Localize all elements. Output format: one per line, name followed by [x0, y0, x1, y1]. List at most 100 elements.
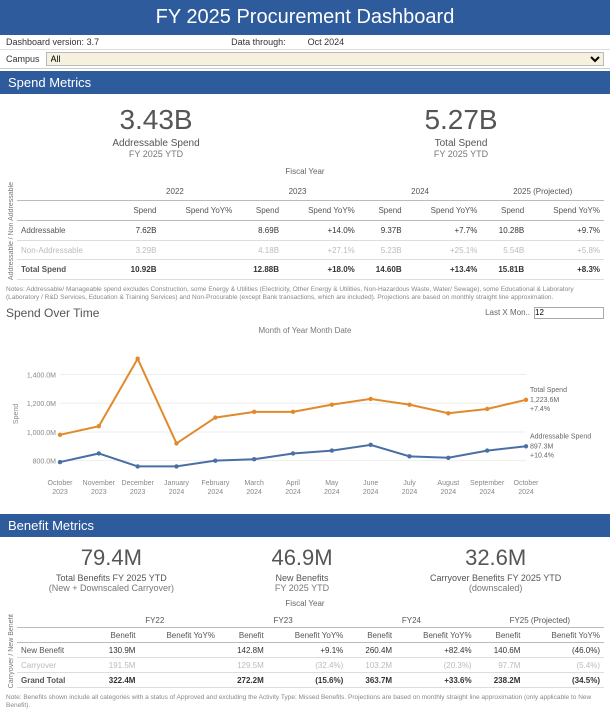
svg-text:July: July [403, 480, 416, 487]
kpi-sublabel: (downscaled) [430, 583, 561, 593]
table-cell: (34.5%) [524, 673, 604, 688]
kpi-sublabel: FY 2025 YTD [271, 583, 332, 593]
svg-text:2023: 2023 [52, 489, 68, 496]
svg-text:2024: 2024 [285, 489, 301, 496]
kpi-value: 32.6M [430, 545, 561, 571]
page-title: FY 2025 Procurement Dashboard [0, 0, 610, 35]
table-cell: 10.92B [114, 260, 161, 280]
table-row: Carryover191.5M129.5M(32.4%)103.2M(20.3%… [17, 658, 604, 673]
table-cell: +13.4% [406, 260, 482, 280]
table-sub-header: Benefit [347, 628, 396, 643]
campus-label: Campus [6, 54, 40, 64]
table-year-header: FY22 [91, 614, 219, 628]
spend-metrics-header: Spend Metrics [0, 71, 610, 94]
table-sub-header: Benefit YoY% [396, 628, 476, 643]
table-sub-header: Spend [481, 201, 528, 221]
table-sub-header: Spend [114, 201, 161, 221]
table-cell: 272.2M [219, 673, 268, 688]
table-cell: +8.3% [528, 260, 604, 280]
table-cell: +14.0% [283, 221, 359, 241]
table-cell: 363.7M [347, 673, 396, 688]
table-sub-header: Benefit YoY% [139, 628, 219, 643]
svg-text:+7.4%: +7.4% [530, 405, 550, 412]
svg-text:2024: 2024 [246, 489, 262, 496]
spend-fy-super: Fiscal Year [0, 165, 610, 178]
table-sub-header: Spend YoY% [283, 201, 359, 221]
table-cell: +9.1% [268, 643, 348, 658]
table-cell: +82.4% [396, 643, 476, 658]
table-cell: 14.60B [359, 260, 406, 280]
spend-note: Notes: Addressable/ Manageable spend exc… [0, 284, 610, 304]
svg-text:2023: 2023 [91, 489, 107, 496]
table-cell: 3.29B [114, 240, 161, 260]
table-cell [160, 240, 236, 260]
table-year-header: 2023 [236, 182, 359, 201]
table-sub-header: Benefit [476, 628, 525, 643]
table-cell: (15.6%) [268, 673, 348, 688]
row-label: Carryover [17, 658, 91, 673]
table-cell: 12.88B [236, 260, 283, 280]
table-sub-header: Spend [359, 201, 406, 221]
svg-text:2024: 2024 [363, 489, 379, 496]
table-row: Total Spend10.92B 12.88B+18.0%14.60B+13.4… [17, 260, 604, 280]
table-cell: 191.5M [91, 658, 140, 673]
chart-header-row: Spend Over Time Last X Mon.. [0, 304, 610, 322]
table-cell: 5.23B [359, 240, 406, 260]
svg-text:897.3M: 897.3M [530, 443, 554, 450]
table-cell: +9.7% [528, 221, 604, 241]
svg-text:2023: 2023 [130, 489, 146, 496]
table-year-header: 2022 [114, 182, 237, 201]
table-cell: +7.7% [406, 221, 482, 241]
kpi-sublabel: FY 2025 YTD [424, 149, 497, 159]
spend-side-label: Addressable / Non Addressable [6, 178, 17, 284]
svg-text:December: December [122, 480, 155, 487]
svg-text:May: May [325, 480, 339, 487]
svg-text:2024: 2024 [402, 489, 418, 496]
kpi-value: 3.43B [112, 104, 199, 136]
table-cell: +18.0% [283, 260, 359, 280]
svg-text:February: February [201, 480, 230, 487]
row-label: Total Spend [17, 260, 114, 280]
table-row: New Benefit130.9M142.8M+9.1%260.4M+82.4%… [17, 643, 604, 658]
svg-text:October: October [48, 480, 74, 487]
kpi-value: 5.27B [424, 104, 497, 136]
kpi-sublabel: (New + Downscaled Carryover) [49, 583, 174, 593]
row-label: New Benefit [17, 643, 91, 658]
table-cell [139, 658, 219, 673]
table-row: Non-Addressable3.29B4.18B+27.1%5.23B+25.… [17, 240, 604, 260]
meta-row: Dashboard version: 3.7 Data through: Oct… [0, 35, 610, 50]
svg-text:Addressable Spend: Addressable Spend [530, 433, 591, 440]
table-cell: 97.7M [476, 658, 525, 673]
table-cell: 260.4M [347, 643, 396, 658]
svg-text:+10.4%: +10.4% [530, 452, 554, 459]
kpi-label: New Benefits [271, 573, 332, 583]
lastx-input[interactable] [534, 307, 604, 319]
svg-text:March: March [244, 480, 264, 487]
table-cell: 142.8M [219, 643, 268, 658]
table-cell: (46.0%) [524, 643, 604, 658]
svg-text:June: June [363, 480, 378, 487]
svg-text:1,200.0M: 1,200.0M [27, 401, 56, 408]
table-cell: +25.1% [406, 240, 482, 260]
version-label: Dashboard version: [6, 37, 84, 47]
benefit-metrics-header: Benefit Metrics [0, 514, 610, 537]
svg-text:2024: 2024 [441, 489, 457, 496]
table-cell: 238.2M [476, 673, 525, 688]
svg-text:January: January [164, 480, 189, 487]
row-label: Addressable [17, 221, 114, 241]
campus-select[interactable]: All [46, 52, 604, 66]
benefit-side-label: Carryover / New Benefit [6, 610, 17, 692]
table-sub-header: Spend YoY% [160, 201, 236, 221]
table-cell [139, 673, 219, 688]
table-cell: (32.4%) [268, 658, 348, 673]
table-year-header: 2024 [359, 182, 482, 201]
table-sub-header: Spend YoY% [528, 201, 604, 221]
table-cell: 5.54B [481, 240, 528, 260]
table-cell: +5.8% [528, 240, 604, 260]
kpi-value: 46.9M [271, 545, 332, 571]
table-cell: 10.28B [481, 221, 528, 241]
svg-text:800.0M: 800.0M [33, 458, 57, 465]
chart-title: Spend Over Time [6, 306, 99, 320]
table-cell: 8.69B [236, 221, 283, 241]
table-cell: 15.81B [481, 260, 528, 280]
